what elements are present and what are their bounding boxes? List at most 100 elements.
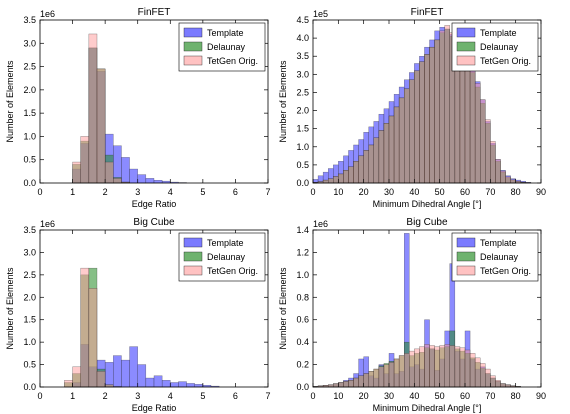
x-tick-label: 2 xyxy=(103,391,108,401)
legend-label-template: Template xyxy=(480,238,517,248)
bar-tetgen xyxy=(419,346,425,388)
x-tick-label: 4 xyxy=(168,187,173,197)
bar-tetgen xyxy=(500,383,506,388)
y-tick-label: 0.0 xyxy=(296,382,309,392)
y-tick-label: 1.5 xyxy=(23,108,36,118)
bar-tetgen xyxy=(459,347,466,388)
x-tick-label: 60 xyxy=(460,391,470,401)
bar-tetgen xyxy=(72,366,81,388)
bar-tetgen xyxy=(424,344,430,388)
bar-tetgen xyxy=(398,97,405,184)
bar-tetgen xyxy=(495,159,501,184)
bar-tetgen xyxy=(333,176,339,184)
y-tick-label: 0.5 xyxy=(23,155,36,165)
bar-tetgen xyxy=(80,267,90,388)
chart-title: FinFET xyxy=(411,7,444,18)
legend: Template Delaunay TetGen Orig. xyxy=(178,22,266,72)
y-tick-label: 2.0 xyxy=(23,292,36,302)
y-tick-label: 2.0 xyxy=(296,106,309,116)
x-tick-label: 1 xyxy=(70,391,75,401)
bar-tetgen xyxy=(444,25,451,184)
legend-label-tetgen: TetGen Orig. xyxy=(207,266,258,276)
legend: Template Delaunay TetGen Orig. xyxy=(451,232,539,282)
y-tick-label: 0.4 xyxy=(296,337,309,347)
bar-tetgen xyxy=(113,178,122,184)
bar-tetgen xyxy=(464,56,471,184)
x-tick-label: 80 xyxy=(511,187,521,197)
y-tick-label: 0.0 xyxy=(23,178,36,188)
bar-tetgen xyxy=(439,30,445,184)
y-tick-label: 1.4 xyxy=(296,225,309,235)
bar-tetgen xyxy=(88,33,98,184)
bar-tetgen xyxy=(398,355,405,388)
x-tick-label: 5 xyxy=(200,187,205,197)
legend-label-tetgen: TetGen Orig. xyxy=(207,56,258,66)
bar-tetgen xyxy=(485,119,491,184)
y-tick-label: 3.0 xyxy=(296,69,309,79)
legend-swatch-template xyxy=(183,27,203,38)
x-tick-label: 30 xyxy=(384,187,394,197)
bar-tetgen xyxy=(328,178,334,184)
x-tick-label: 40 xyxy=(409,391,419,401)
bar-tetgen xyxy=(480,363,486,388)
y-tick-label: 4.5 xyxy=(296,15,309,25)
bar-template xyxy=(145,178,155,184)
x-tick-label: 10 xyxy=(333,187,343,197)
legend-label-delaunay: Delaunay xyxy=(480,42,519,52)
bar-tetgen xyxy=(338,173,344,184)
bar-tetgen xyxy=(378,366,385,388)
y-axis-label: Number of Elements xyxy=(278,267,288,350)
x-tick-label: 7 xyxy=(265,391,270,401)
bar-tetgen xyxy=(444,344,451,388)
x-tick-label: 4 xyxy=(168,391,173,401)
x-tick-label: 90 xyxy=(536,391,546,401)
legend-label-tetgen: TetGen Orig. xyxy=(480,56,531,66)
legend-label-template: Template xyxy=(207,28,244,38)
legend-swatch-delaunay xyxy=(183,251,203,262)
bar-tetgen xyxy=(409,350,415,388)
bar-tetgen xyxy=(388,115,395,184)
legend-label-delaunay: Delaunay xyxy=(480,252,519,262)
bar-tetgen xyxy=(429,345,435,388)
bar-tetgen xyxy=(469,353,476,388)
bar-tetgen xyxy=(469,68,476,184)
bar-tetgen xyxy=(96,371,106,388)
bar-tetgen xyxy=(348,166,354,184)
y-tick-label: 3.0 xyxy=(23,38,36,48)
axis-exponent: 1e6 xyxy=(313,219,328,229)
legend-label-delaunay: Delaunay xyxy=(207,42,246,52)
bar-tetgen xyxy=(439,345,445,388)
x-tick-label: 10 xyxy=(333,391,343,401)
y-axis-label: Number of Elements xyxy=(278,60,288,143)
x-tick-label: 5 xyxy=(200,391,205,401)
x-tick-label: 0 xyxy=(310,391,315,401)
bar-tetgen xyxy=(485,368,491,388)
chart-panel-3: 0 1 2 3 4 5 6 7 0.0 0.5 1.0 1.5 2.0 2.5 3.0 3.5 1e6 Big C… xyxy=(5,217,271,413)
bar-tetgen xyxy=(373,137,380,184)
x-axis-label: Edge Ratio xyxy=(132,403,177,413)
bar-tetgen xyxy=(434,346,440,388)
x-tick-label: 6 xyxy=(233,187,238,197)
legend-label-template: Template xyxy=(480,28,517,38)
bar-tetgen xyxy=(383,123,390,184)
y-tick-label: 1.2 xyxy=(296,247,309,257)
y-tick-label: 1.5 xyxy=(23,315,36,325)
legend-swatch-tetgen xyxy=(183,55,203,66)
bar-tetgen xyxy=(363,373,369,388)
legend-label-tetgen: TetGen Orig. xyxy=(480,266,531,276)
chart-panel-2: 0 10 20 30 40 50 60 70 80 90 0.0 0.5 1.0 1.5 2.0 2.5 3.0… xyxy=(278,7,546,209)
bar-tetgen xyxy=(449,345,456,388)
x-axis-label: Minimum Dihedral Angle [°] xyxy=(373,403,482,413)
x-tick-label: 50 xyxy=(435,391,445,401)
bar-tetgen xyxy=(363,150,369,184)
bar-template xyxy=(129,168,138,184)
y-tick-label: 0.0 xyxy=(296,178,309,188)
y-tick-label: 1.0 xyxy=(296,142,309,152)
axis-exponent: 1e5 xyxy=(313,9,328,19)
x-tick-label: 30 xyxy=(384,391,394,401)
chart-panel-1: 0 1 2 3 4 5 6 7 0.0 0.5 1.0 1.5 2.0 2.5 3.0 3.5 1e6 FinFE… xyxy=(5,7,271,209)
x-tick-label: 50 xyxy=(435,187,445,197)
legend-label-template: Template xyxy=(207,238,244,248)
x-tick-label: 20 xyxy=(359,391,369,401)
